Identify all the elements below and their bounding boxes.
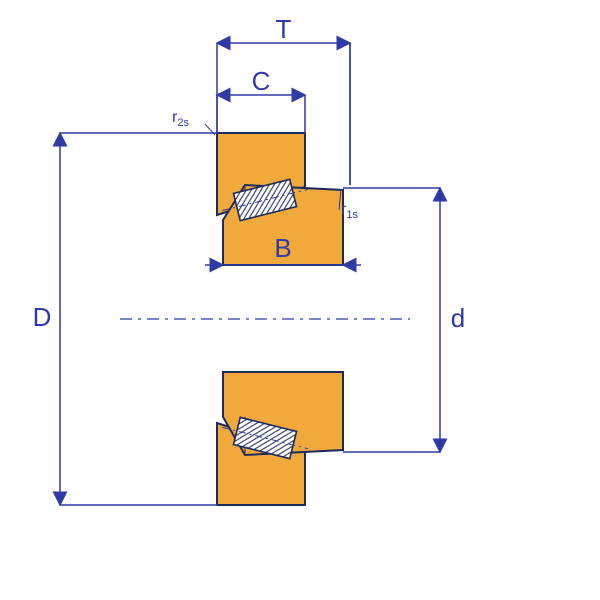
svg-text:r2s: r2s [172,109,189,129]
dim-B: B [274,233,291,263]
dim-T: T [276,14,292,44]
bearing-cross-section-diagram: DdTCBr2sr1s [0,0,600,600]
dim-d: d [451,303,465,333]
dim-D: D [33,302,52,332]
dim-C: C [252,66,271,96]
